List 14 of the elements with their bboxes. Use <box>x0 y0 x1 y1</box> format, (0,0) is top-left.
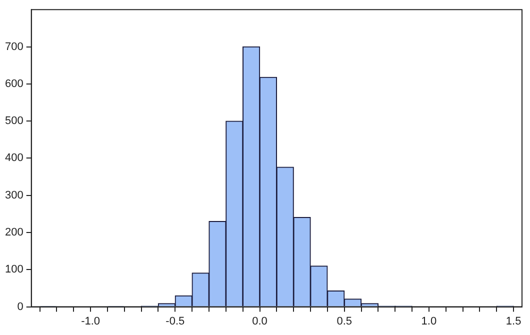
x-tick-label: 0.0 <box>252 315 268 328</box>
x-tick-label: -0.5 <box>166 315 185 328</box>
x-tick-label: -1.0 <box>81 315 100 328</box>
y-tick-label: 200 <box>4 226 24 239</box>
y-tick-label: 0 <box>17 300 24 313</box>
y-tick-label: 400 <box>4 152 24 164</box>
y-tick-label: 100 <box>4 264 24 276</box>
y-tick-label: 600 <box>4 78 24 90</box>
y-tick-label: 300 <box>4 189 24 202</box>
x-tick-label: 1.5 <box>506 315 522 328</box>
x-tick-label: 1.0 <box>421 315 437 328</box>
x-tick-label: 0.5 <box>336 315 352 328</box>
y-tick-label: 500 <box>4 115 24 128</box>
y-tick-label: 700 <box>4 40 24 53</box>
